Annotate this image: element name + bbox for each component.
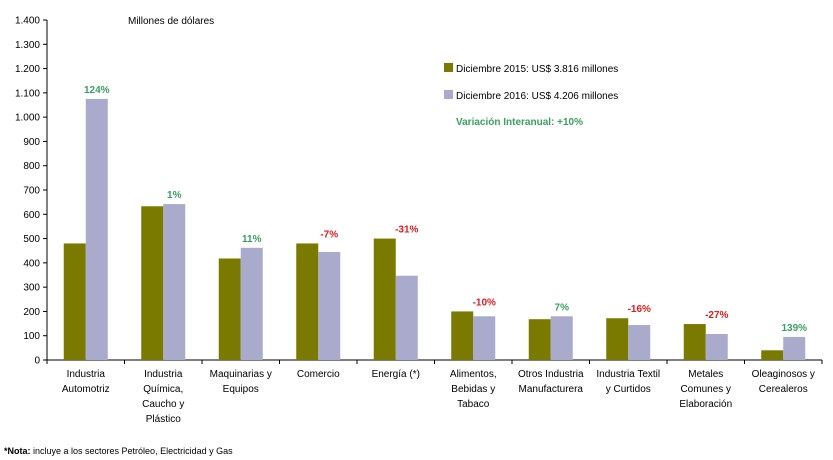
bar-2016 <box>240 247 263 360</box>
y-tick-label: 900 <box>23 137 40 148</box>
category-label: Energía (*) <box>372 369 420 380</box>
bar-2016 <box>550 316 573 360</box>
bar-2015 <box>141 206 164 360</box>
bars <box>63 98 806 360</box>
category-label: Metales Comunes y Elaboración <box>679 369 732 410</box>
variation-label: -10% <box>473 297 496 308</box>
variation-label: 139% <box>781 323 807 334</box>
category-label: Industria Textil y Curtidos <box>596 369 660 395</box>
bar-2015 <box>451 311 474 360</box>
bar-2015 <box>63 243 86 360</box>
category-label: Otros Industria Manufacturera <box>518 369 584 395</box>
y-tick-label: 300 <box>23 283 40 294</box>
legend: Diciembre 2015: US$ 3.816 millones Dicie… <box>444 63 618 128</box>
y-tick-label: 400 <box>23 258 40 269</box>
bar-2015 <box>683 324 706 360</box>
x-axis <box>46 359 823 364</box>
bar-2015 <box>373 238 396 360</box>
variation-label: 1% <box>167 190 182 201</box>
y-tick-label: 200 <box>23 307 40 318</box>
legend-label-2016: Diciembre 2016: US$ 4.206 millones <box>456 91 618 102</box>
variation-label: -16% <box>628 304 651 315</box>
y-tick-label: 1.200 <box>15 64 40 75</box>
bar-2016 <box>163 204 186 360</box>
bar-2016 <box>705 334 728 360</box>
category-label: Oleaginosos y Cerealeros <box>752 369 815 395</box>
bar-2016 <box>628 325 651 360</box>
bar-2015 <box>218 258 241 360</box>
y-tick-label: 0 <box>34 356 40 367</box>
variation-label: 124% <box>84 85 110 96</box>
footnote-label: *Nota: <box>4 446 31 456</box>
y-tick-label: 1.300 <box>15 40 40 51</box>
footnote-text: incluye a los sectores Petróleo, Electri… <box>30 446 233 456</box>
variation-summary: Variación Interanual: +10% <box>456 117 583 128</box>
bar-2016 <box>85 98 108 360</box>
variation-labels: 124% 1% 11% -7% -31% -10% 7% -16% -27% 139% <box>84 85 807 334</box>
category-label: Alimentos, Bebidas y Tabaco <box>450 369 497 410</box>
y-tick-label: 1.100 <box>15 88 40 99</box>
category-label: Industria Automotriz <box>62 369 110 395</box>
bar-2016 <box>473 316 496 360</box>
category-label: Industria Química, Caucho y Plástico <box>142 369 184 425</box>
bar-2015 <box>528 319 551 360</box>
category-labels: Industria Automotriz Industria Química, Cauc… <box>62 369 815 425</box>
legend-swatch-2015 <box>444 63 453 72</box>
bar-2015 <box>296 243 319 360</box>
y-tick-label: 600 <box>23 210 40 221</box>
legend-label-2015: Diciembre 2015: US$ 3.816 millones <box>456 64 618 75</box>
footnote: *Nota: incluye a los sectores Petróleo, … <box>4 446 233 456</box>
bar-2016 <box>318 251 341 360</box>
bar-2016 <box>395 275 418 360</box>
variation-label: 11% <box>242 234 262 245</box>
variation-label: -7% <box>320 229 338 240</box>
unit-label: Millones de dólares <box>128 16 214 27</box>
y-axis: 0 100 200 300 400 500 600 700 800 900 1.000 1.100 1.… <box>15 16 48 367</box>
y-tick-label: 1.400 <box>15 16 40 27</box>
y-tick-label: 100 <box>23 331 40 342</box>
category-label: Maquinarias y Equipos <box>210 369 272 395</box>
y-tick-label: 500 <box>23 234 40 245</box>
variation-label: -27% <box>705 310 728 321</box>
bar-2016 <box>783 336 806 360</box>
variation-label: -31% <box>395 225 418 236</box>
variation-label: 7% <box>555 302 570 313</box>
category-label: Comercio <box>297 369 340 380</box>
bar-2015 <box>761 350 784 360</box>
y-tick-label: 800 <box>23 161 40 172</box>
legend-swatch-2016 <box>444 90 453 99</box>
bar-2015 <box>606 318 629 360</box>
y-tick-label: 1.000 <box>15 113 40 124</box>
y-tick-label: 700 <box>23 186 40 197</box>
bar-chart: 0 100 200 300 400 500 600 700 800 900 1.000 1.100 1.… <box>15 16 823 425</box>
